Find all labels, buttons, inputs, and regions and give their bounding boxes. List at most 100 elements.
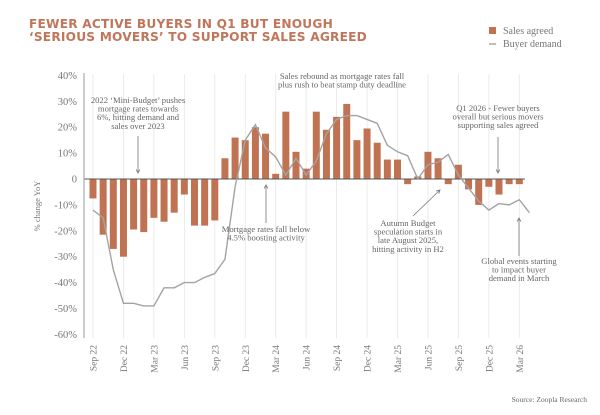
bar-sales-agreed [434,158,442,179]
bar-sales-agreed [99,179,107,235]
bar-sales-agreed [312,111,320,179]
x-tick-label: Dec 24 [364,345,374,372]
bar-sales-agreed [394,159,401,179]
y-tick-label: 30% [58,97,78,108]
chart-title: FEWER ACTIVE BUYERS IN Q1 BUT ENOUGH ‘SE… [29,18,367,44]
x-tick-label: Mar 26 [516,345,526,373]
annotation-text: Autumn Budget [380,218,436,228]
bar-sales-agreed [495,179,503,195]
annotation-text: Sales rebound as mortgage rates fall [280,71,405,81]
bar-sales-agreed [373,142,381,179]
annotation-arrow [412,189,441,217]
bar-sales-agreed [140,179,148,233]
bar-sales-agreed [343,103,351,179]
y-tick-label: -20% [54,226,77,237]
bar-sales-agreed [282,111,290,179]
bar-sales-agreed [191,179,198,226]
annotation-text: plus rush to beat stamp duty deadline [278,80,406,90]
bar-sales-agreed [444,179,452,185]
legend-sales: Sales agreed [503,26,553,37]
annotation-text: supporting sales agreed [458,120,539,130]
x-tick-label: Jun 23 [181,345,191,370]
bar-sales-agreed [251,127,259,179]
annotation-text: 2022 ‘Mini-Budget’ pushes [91,95,186,105]
x-tick-label: Sep 23 [211,345,221,371]
bar-sales-agreed [201,179,209,226]
annotation-text: 6%, hitting demand and [97,112,180,122]
bar-sales-agreed [180,179,188,195]
x-tick-label: Sep 22 [90,345,100,371]
x-tick-label: Mar 23 [150,345,160,373]
annotation-text: speculation starts in [374,227,443,237]
x-tick-label: Dec 22 [120,345,130,372]
x-tick-label: Sep 25 [455,345,465,371]
legend-demand: Buyer demand [503,39,562,50]
bar-sales-agreed [404,179,412,185]
bar-sales-agreed [241,140,249,179]
arrow-head-icon [436,189,441,194]
x-tick-label: Dec 25 [485,345,495,372]
legend-swatch-sales [489,27,496,34]
y-tick-label: 0 [72,175,77,186]
bar-sales-agreed [160,179,168,222]
bar-sales-agreed [475,179,483,205]
annotation-text: overall but serious movers [453,112,545,122]
y-ticks: 40% 30% 20% 10% 0 -10% -20% -30% -40% -50% -60% [54,71,77,341]
y-tick-label: 10% [58,149,78,160]
y-tick-label: -40% [54,278,77,289]
bar-sales-agreed [130,179,138,230]
y-axis-label: % change YoY [32,181,42,232]
annotation-text: Mortgage rates fall below [222,224,311,234]
arrow-head-icon [263,184,269,189]
bar-sales-agreed [383,159,391,179]
y-tick-label: 40% [58,71,78,82]
bar-sales-agreed [109,179,117,249]
bar-sales-agreed [363,128,371,179]
annotation-text: demand in March [489,273,550,283]
bars [89,103,523,257]
bar-sales-agreed [322,129,330,179]
bar-sales-agreed [292,151,300,179]
bar-sales-agreed [515,179,523,185]
arrow-head-icon [495,169,501,174]
y-tick-label: -50% [54,304,77,315]
bar-sales-agreed [272,173,280,179]
x-ticks: Sep 22 Dec 22 Mar 23 Jun 23 Sep 23 Dec 23 Mar … [90,345,526,373]
y-tick-label: -30% [54,252,77,263]
arrow-head-icon [135,169,141,174]
bar-sales-agreed [505,179,513,185]
bar-sales-agreed [170,179,178,213]
bar-sales-agreed [454,164,462,179]
x-tick-label: Jun 25 [424,345,434,370]
annotation-text: to impact buyer [492,265,546,275]
title-line-2: ‘SERIOUS MOVERS’ TO SUPPORT SALES AGREED [29,30,368,44]
y-tick-label: 20% [58,123,78,134]
bar-sales-agreed [221,158,229,179]
bar-sales-agreed [485,179,493,187]
x-tick-label: Mar 24 [272,345,282,373]
bar-sales-agreed [262,133,270,179]
annotation-text: mortgage rates towards [98,104,179,114]
title-line-1: FEWER ACTIVE BUYERS IN Q1 BUT ENOUGH [29,17,334,31]
bar-sales-agreed [211,179,219,221]
x-tick-label: Jun 24 [303,345,313,370]
bar-sales-agreed [231,137,239,179]
gridlines [92,74,520,338]
bar-sales-agreed [89,179,97,199]
annotation-text: late August 2025, [378,235,438,245]
annotation-text: Global events starting [481,256,557,266]
bar-sales-agreed [333,116,341,179]
annotation-text: sales over 2023 [111,121,164,131]
annotation-text: Q1 2026 - Fewer buyers [456,103,540,113]
annotation-text: 4.5% boosting activity [227,233,305,243]
bar-sales-agreed [119,179,127,257]
x-tick-label: Mar 25 [394,345,404,373]
legend: Sales agreed Buyer demand [489,26,562,50]
arrow-head-icon [516,217,522,222]
buyer-demand-line [92,114,531,307]
annotation-text: hitting activity in H2 [372,244,444,254]
bar-sales-agreed [150,179,158,218]
x-tick-label: Sep 24 [333,345,343,371]
